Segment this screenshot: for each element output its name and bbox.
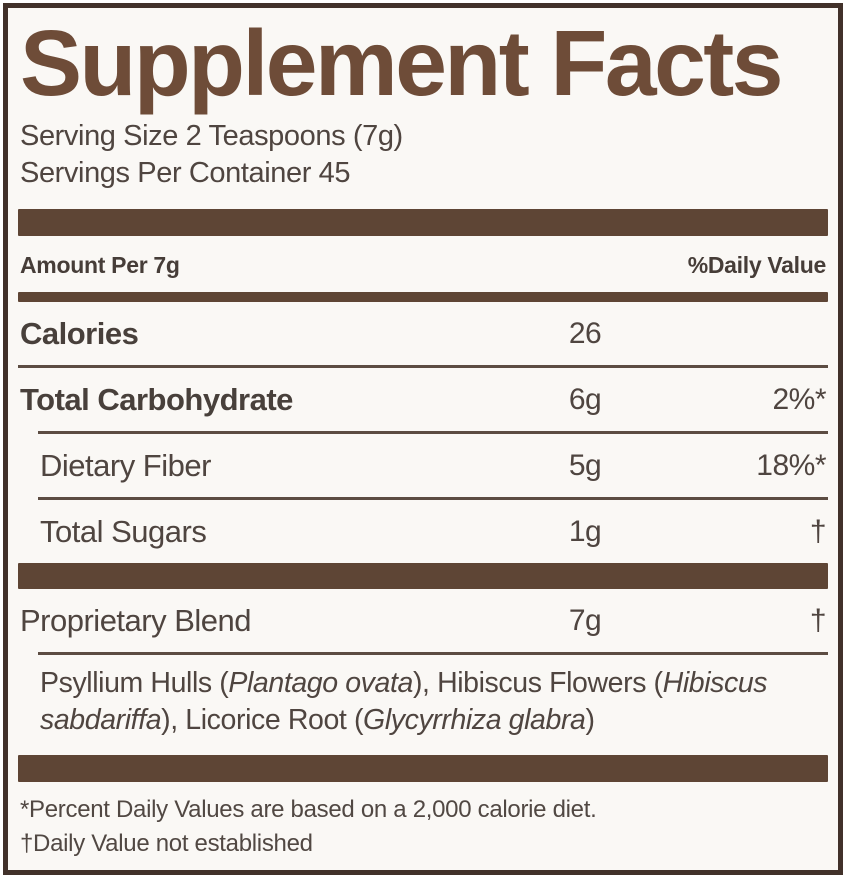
section-bar-blend [18, 563, 828, 590]
blend-ingredients-text: Psyllium Hulls (Plantago ovata), Hibiscu… [40, 667, 768, 737]
section-bar-top [18, 209, 828, 237]
daily-value-label: %Daily Value [687, 252, 827, 279]
nutrient-amount: 7g [568, 604, 602, 638]
nutrient-dv: † [809, 604, 827, 638]
nutrient-dv: 18%* [756, 449, 826, 483]
nutrient-name: Proprietary Blend [20, 603, 252, 639]
nutrient-name: Total Sugars [40, 514, 207, 550]
table-row-total-sugars: Total Sugars 1g † [18, 500, 828, 563]
row-divider [38, 497, 828, 501]
row-divider [18, 365, 828, 369]
footnotes: *Percent Daily Values are based on a 2,0… [20, 793, 828, 859]
nutrient-name: Calories [20, 316, 139, 352]
section-bar-header [18, 292, 828, 303]
nutrient-amount: 6g [568, 383, 602, 417]
nutrient-amount: 5g [568, 449, 602, 483]
servings-per-container: Servings Per Container 45 [20, 157, 351, 190]
serving-size: Serving Size 2 Teaspoons (7g) [20, 120, 403, 153]
row-divider [38, 652, 828, 656]
table-header-row: Amount Per 7g %Daily Value [18, 236, 828, 292]
nutrient-amount: 26 [568, 317, 602, 351]
footnote-percent-dv: *Percent Daily Values are based on a 2,0… [20, 796, 597, 824]
footnote-dv-not-established: †Daily Value not established [20, 829, 313, 857]
nutrient-dv: † [809, 515, 827, 549]
supplement-facts-panel: Supplement Facts Serving Size 2 Teaspoon… [3, 3, 843, 875]
nutrient-amount: 1g [568, 515, 602, 549]
amount-per-label: Amount Per 7g [20, 252, 180, 279]
panel-title: Supplement Facts [20, 11, 784, 115]
row-divider [38, 431, 828, 435]
section-bar-footnotes [18, 755, 828, 783]
table-row-proprietary-blend: Proprietary Blend 7g † [18, 589, 828, 652]
serving-info: Serving Size 2 Teaspoons (7g) Servings P… [20, 118, 828, 192]
nutrient-name: Total Carbohydrate [20, 382, 293, 418]
table-row-calories: Calories 26 [18, 302, 828, 365]
table-row-total-carbohydrate: Total Carbohydrate 6g 2%* [18, 368, 828, 431]
nutrient-name: Dietary Fiber [40, 448, 211, 484]
nutrient-dv: 2%* [772, 383, 826, 417]
table-row-dietary-fiber: Dietary Fiber 5g 18%* [18, 434, 828, 497]
